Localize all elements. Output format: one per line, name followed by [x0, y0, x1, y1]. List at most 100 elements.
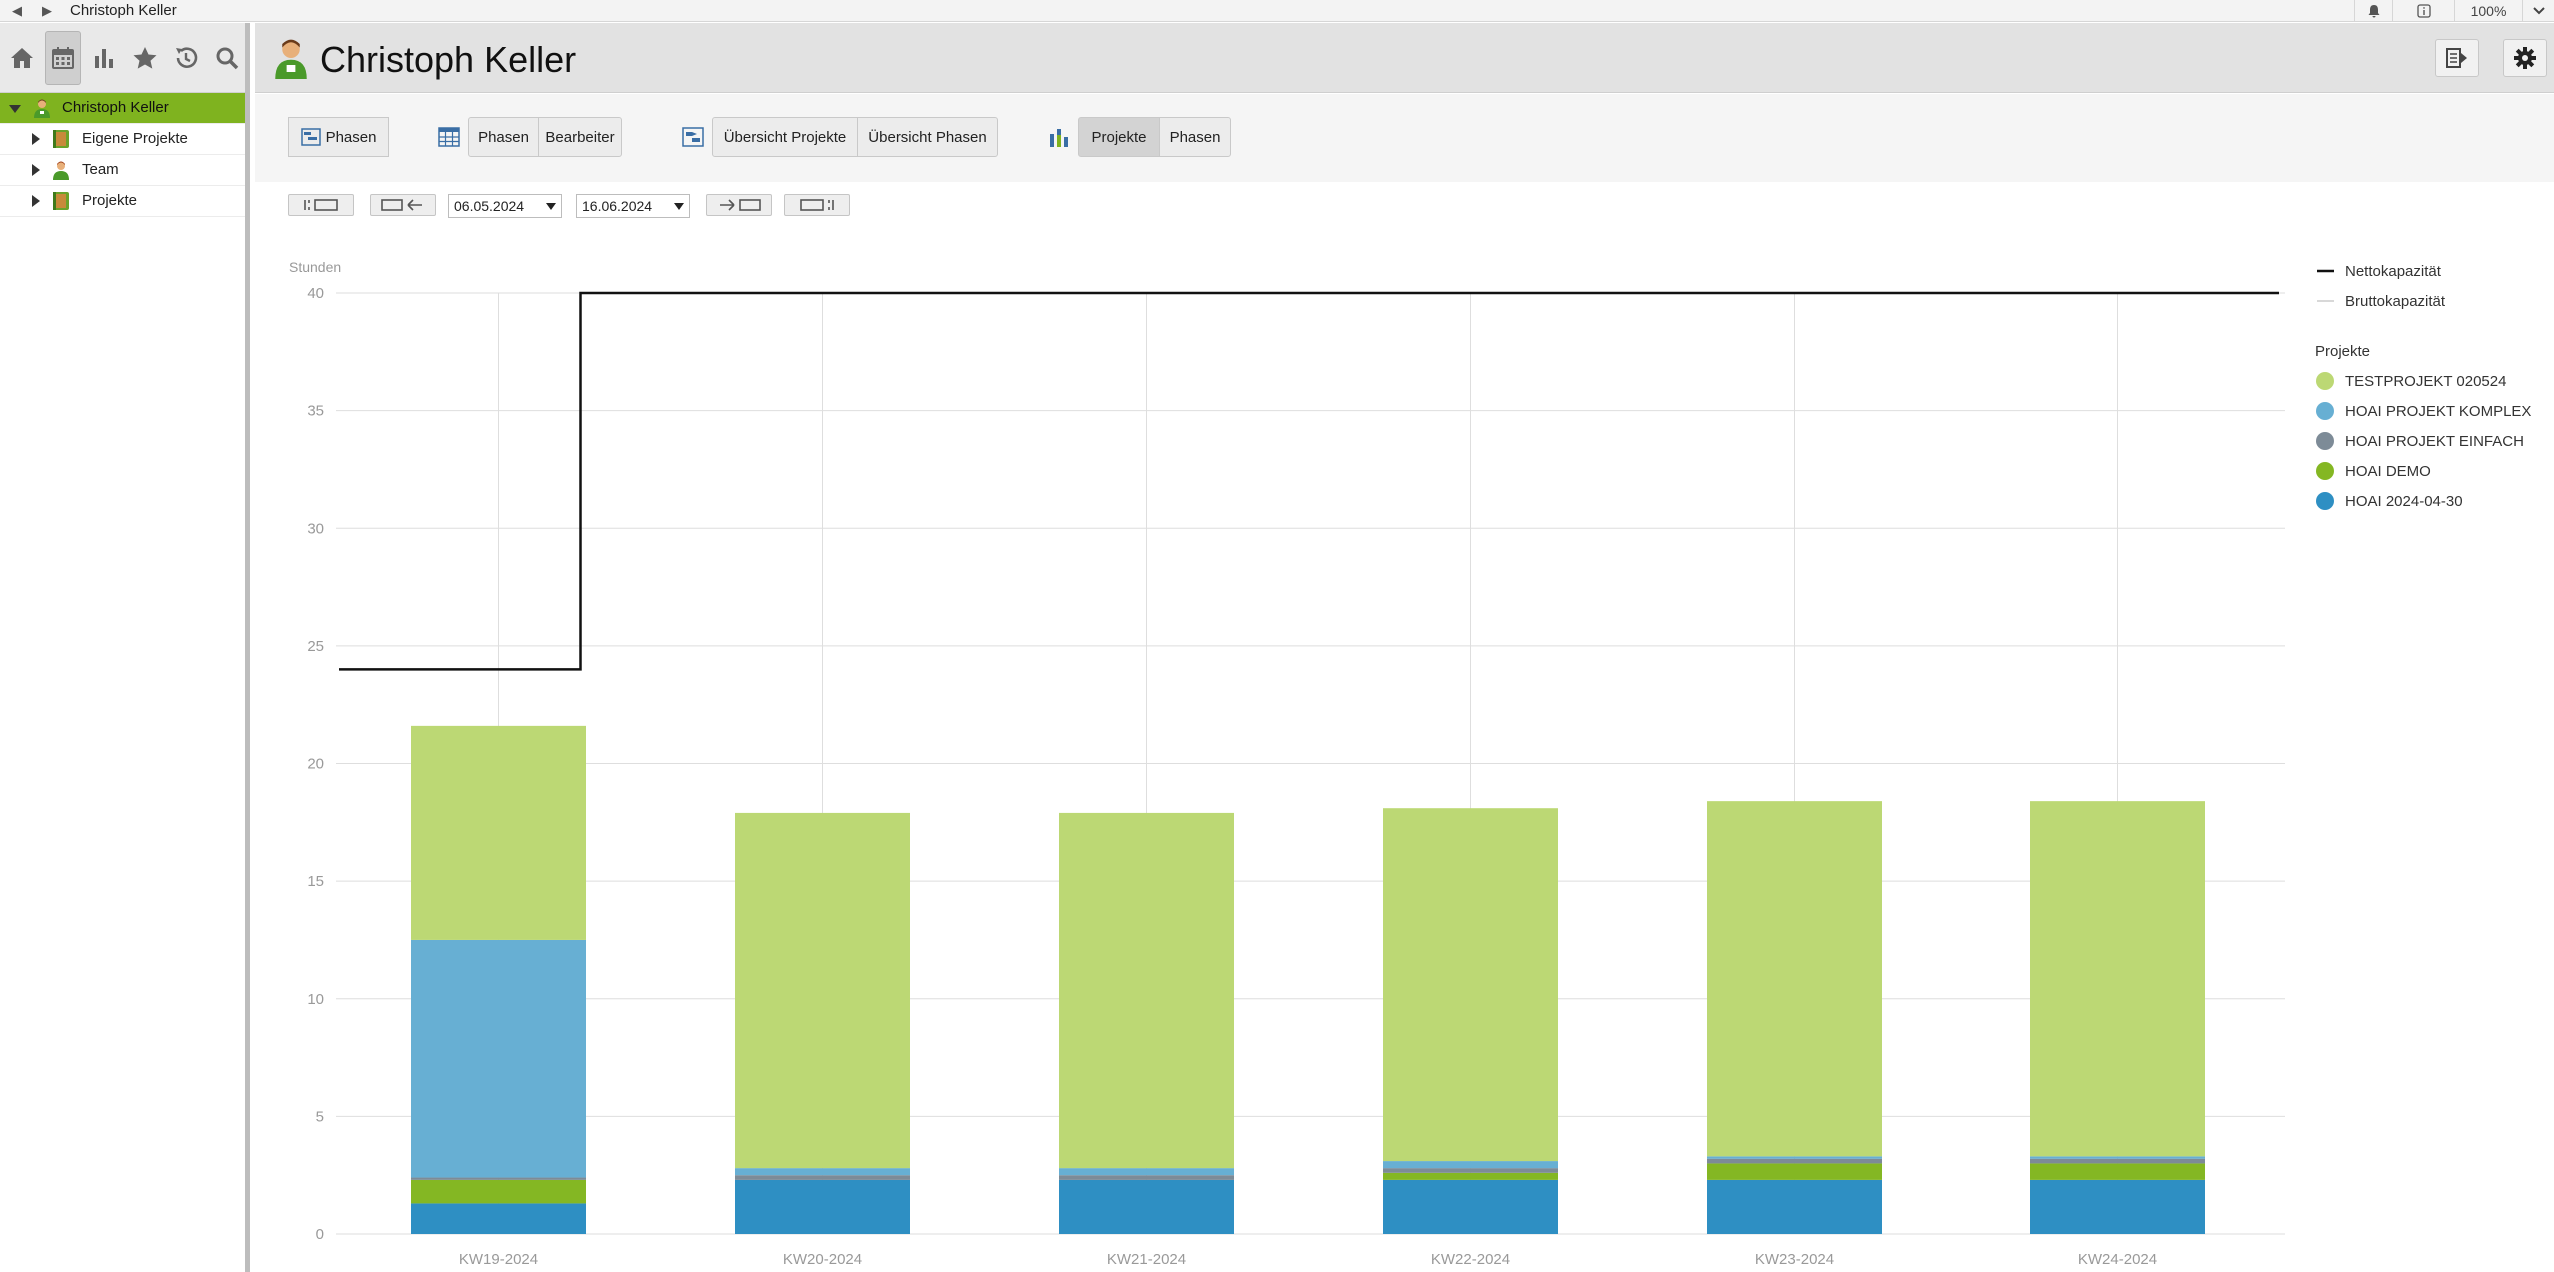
- bar-segment: [1707, 1158, 1882, 1164]
- bar-segment: [735, 1168, 910, 1176]
- y-tick-label: 10: [307, 991, 324, 1008]
- y-tick-label: 5: [316, 1108, 324, 1125]
- bar-segment: [2030, 1156, 2205, 1159]
- y-tick-label: 25: [307, 638, 324, 655]
- bar-segment: [735, 812, 910, 1169]
- bar-segment: [1707, 801, 1882, 1157]
- table-icon: [438, 127, 460, 147]
- tab-phasen[interactable]: Phasen: [468, 117, 539, 157]
- range-start-button[interactable]: [288, 194, 354, 216]
- bar-segment: [1059, 812, 1234, 1169]
- legend-label: Nettokapazität: [2345, 263, 2442, 280]
- y-tick-label: 15: [307, 873, 324, 890]
- tree-item-team[interactable]: Team: [0, 155, 245, 186]
- bar-segment: [1383, 1172, 1558, 1180]
- expand-arrow-icon[interactable]: [32, 164, 40, 176]
- legend-label: Bruttokapazität: [2345, 293, 2446, 310]
- x-tick-label: KW22-2024: [1431, 1251, 1510, 1268]
- view-toolbar: Phasen Phasen Bearbeiter Übersicht Proje…: [255, 94, 2554, 182]
- bar-segment: [1707, 1179, 1882, 1234]
- range-end-button[interactable]: [784, 194, 850, 216]
- x-tick-label: KW19-2024: [459, 1251, 538, 1268]
- calendar-icon[interactable]: [45, 31, 81, 85]
- person-icon: [34, 99, 50, 118]
- step-forward-button[interactable]: [706, 194, 772, 216]
- legend-label: HOAI 2024-04-30: [2345, 493, 2463, 510]
- page-title: Christoph Keller: [320, 39, 577, 80]
- zoom-level[interactable]: 100%: [2454, 0, 2522, 22]
- tree-item-projekte[interactable]: Projekte: [0, 186, 245, 217]
- legend-swatch: [2316, 462, 2334, 480]
- date-from-select[interactable]: 06.05.2024: [448, 194, 562, 218]
- x-tick-label: KW20-2024: [783, 1251, 862, 1268]
- legend-swatch: [2316, 492, 2334, 510]
- x-tick-label: KW23-2024: [1755, 1251, 1834, 1268]
- legend-label: HOAI DEMO: [2345, 463, 2431, 480]
- step-back-button[interactable]: [370, 194, 436, 216]
- info-icon[interactable]: [2392, 0, 2454, 22]
- search-icon[interactable]: [209, 31, 245, 85]
- tab-bearbeiter[interactable]: Bearbeiter: [538, 117, 622, 157]
- project-folder-icon: [53, 130, 69, 148]
- legend-label: HOAI PROJEKT KOMPLEX: [2345, 403, 2531, 420]
- bar-segment: [1383, 1179, 1558, 1234]
- star-icon[interactable]: [127, 31, 163, 85]
- bar-segment: [411, 939, 586, 1178]
- netto-capacity-line: [339, 291, 2279, 671]
- date-to-select[interactable]: 16.06.2024: [576, 194, 690, 218]
- tab-phasen-chart[interactable]: Phasen: [1159, 117, 1231, 157]
- y-tick-label: 30: [307, 520, 324, 537]
- legend-label: TESTPROJEKT 020524: [2345, 373, 2506, 390]
- window-title: Christoph Keller: [70, 2, 177, 19]
- expand-arrow-icon[interactable]: [32, 195, 40, 207]
- window-titlebar: ◀ ▶ Christoph Keller 100%: [0, 0, 2554, 22]
- legend-group-title: Projekte: [2315, 343, 2370, 360]
- team-icon: [53, 161, 69, 180]
- tree-item-eigene-projekte[interactable]: Eigene Projekte: [0, 124, 245, 155]
- legend-swatch: [2316, 372, 2334, 390]
- phasen-button[interactable]: Phasen: [288, 117, 389, 157]
- tree-item-label: Team: [82, 161, 119, 178]
- project-folder-icon: [53, 192, 69, 210]
- bar-segment: [1383, 1161, 1558, 1169]
- bar-segment: [411, 1179, 586, 1204]
- bar-segment: [1059, 1168, 1234, 1176]
- export-icon[interactable]: [2435, 39, 2479, 77]
- tree-item-christoph-keller[interactable]: Christoph Keller: [0, 93, 245, 124]
- history-icon[interactable]: [168, 31, 204, 85]
- bar-segment: [411, 1203, 586, 1234]
- overview-icon: [682, 127, 704, 147]
- expand-arrow-icon[interactable]: [32, 133, 40, 145]
- home-icon[interactable]: [4, 31, 40, 85]
- tree-item-label: Projekte: [82, 192, 138, 209]
- collapse-arrow-icon[interactable]: [9, 105, 21, 113]
- back-arrow-icon[interactable]: ◀: [12, 3, 22, 18]
- bar-chart-icon[interactable]: [86, 31, 122, 85]
- tab-uebersicht-phasen[interactable]: Übersicht Phasen: [857, 117, 998, 157]
- tree-item-label: Christoph Keller: [62, 99, 169, 116]
- bar-segment: [1383, 808, 1558, 1162]
- y-tick-label: 20: [307, 756, 324, 773]
- bar-segment: [411, 725, 586, 940]
- gantt-icon: [300, 128, 321, 146]
- bell-icon[interactable]: [2354, 0, 2392, 22]
- x-tick-label: KW21-2024: [1107, 1251, 1186, 1268]
- bar-segment: [2030, 1158, 2205, 1164]
- bar-segment: [1707, 1156, 1882, 1159]
- legend-swatch: [2316, 402, 2334, 420]
- tab-projekte[interactable]: Projekte: [1078, 117, 1160, 157]
- bar-segment: [1707, 1163, 1882, 1180]
- bar-segment: [1059, 1179, 1234, 1234]
- legend-swatch: [2316, 432, 2334, 450]
- y-tick-label: 35: [307, 403, 324, 420]
- forward-arrow-icon[interactable]: ▶: [42, 3, 52, 18]
- stacked-chart-icon: [1050, 129, 1068, 147]
- tab-uebersicht-projekte[interactable]: Übersicht Projekte: [712, 117, 858, 157]
- date-range-bar: 06.05.2024 16.06.2024: [255, 182, 2554, 232]
- bar-segment: [1059, 1175, 1234, 1180]
- chevron-down-icon[interactable]: [2522, 0, 2554, 22]
- bar-segment: [2030, 1163, 2205, 1180]
- gear-icon[interactable]: [2503, 39, 2547, 77]
- y-axis-label: Stunden: [289, 259, 341, 275]
- y-tick-label: 40: [307, 285, 324, 302]
